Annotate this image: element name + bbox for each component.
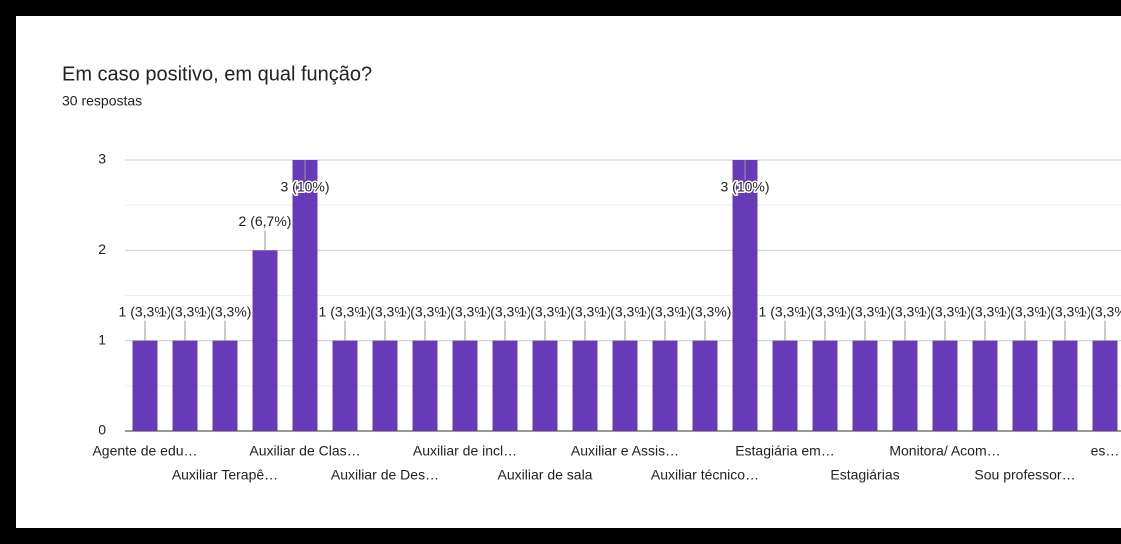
value-label: 1 (3,3%) xyxy=(319,303,372,319)
bar xyxy=(612,340,638,431)
value-label: 1 (3,3%) xyxy=(759,303,812,319)
bar xyxy=(692,340,718,431)
x-tick-label: Auxiliar técnico… xyxy=(651,467,759,483)
x-tick-label: Estagiárias xyxy=(830,467,899,483)
value-label: 1 (3,3%) xyxy=(479,303,532,319)
bar xyxy=(212,340,238,431)
value-label: 1 (3,3%) xyxy=(679,303,732,319)
y-tick-label: 2 xyxy=(98,241,106,257)
bar xyxy=(452,340,478,431)
bar xyxy=(1092,340,1118,431)
bar xyxy=(372,340,398,431)
bar xyxy=(932,340,958,431)
x-tick-label: Auxiliar e Assis… xyxy=(571,443,679,459)
bar xyxy=(1052,340,1078,431)
value-label: 1 (3,3%) xyxy=(799,303,852,319)
bar xyxy=(972,340,998,431)
value-label: 1 (3,3%) xyxy=(999,303,1052,319)
value-label: 1 (3,3%) xyxy=(839,303,892,319)
x-tick-label: Agente de edu… xyxy=(92,443,197,459)
bar xyxy=(892,340,918,431)
x-tick-label: Sou professor… xyxy=(974,467,1075,483)
value-label: 1 (3,3%) xyxy=(639,303,692,319)
value-label: 1 (3,3%) xyxy=(359,303,412,319)
value-label: 1 (3,3%) xyxy=(919,303,972,319)
value-label: 1 (3,3%) xyxy=(399,303,452,319)
x-tick-label: Auxiliar de sala xyxy=(498,467,593,483)
value-label: 1 (3,3%) xyxy=(1079,303,1121,319)
bar xyxy=(292,160,318,431)
chart-card: Em caso positivo, em qual função? 30 res… xyxy=(16,16,1121,528)
x-tick-label: Estagiária em… xyxy=(735,443,835,459)
value-label: 1 (3,3%) xyxy=(119,303,172,319)
value-label: 1 (3,3%) xyxy=(439,303,492,319)
chart: Em caso positivo, em qual função? 30 res… xyxy=(62,63,1121,483)
chart-subtitle: 30 respostas xyxy=(62,93,142,109)
value-label: 3 (10%) xyxy=(280,179,329,195)
value-label: 1 (3,3%) xyxy=(879,303,932,319)
x-tick-label: Auxiliar Terapê… xyxy=(172,467,278,483)
bar xyxy=(412,340,438,431)
bar xyxy=(652,340,678,431)
value-label: 1 (3,3%) xyxy=(959,303,1012,319)
bar xyxy=(532,340,558,431)
chart-title: Em caso positivo, em qual função? xyxy=(62,63,372,85)
bar xyxy=(1012,340,1038,431)
y-tick-label: 0 xyxy=(98,422,106,438)
x-tick-label: Auxiliar de incl… xyxy=(413,443,517,459)
bar xyxy=(332,340,358,431)
value-label: 1 (3,3%) xyxy=(519,303,572,319)
y-tick-label: 1 xyxy=(98,331,106,347)
value-label: 1 (3,3%) xyxy=(199,303,252,319)
bar xyxy=(172,340,198,431)
bar xyxy=(732,160,758,431)
y-tick-label: 3 xyxy=(98,151,106,167)
value-label: 3 (10%) xyxy=(720,179,769,195)
bar xyxy=(852,340,878,431)
x-tick-label: Monitora/ Acom… xyxy=(889,443,1000,459)
value-label: 1 (3,3%) xyxy=(559,303,612,319)
bar xyxy=(772,340,798,431)
x-tick-label: es… xyxy=(1091,443,1120,459)
value-label: 1 (3,3%) xyxy=(599,303,652,319)
bar xyxy=(812,340,838,431)
bar xyxy=(492,340,518,431)
bar xyxy=(132,340,158,431)
value-label: 2 (6,7%) xyxy=(239,213,292,229)
bar xyxy=(252,250,278,431)
value-label: 1 (3,3%) xyxy=(159,303,212,319)
x-tick-label: Auxiliar de Clas… xyxy=(249,443,360,459)
x-tick-label: Auxiliar de Des… xyxy=(331,467,439,483)
bar xyxy=(572,340,598,431)
value-label: 1 (3,3%) xyxy=(1039,303,1092,319)
